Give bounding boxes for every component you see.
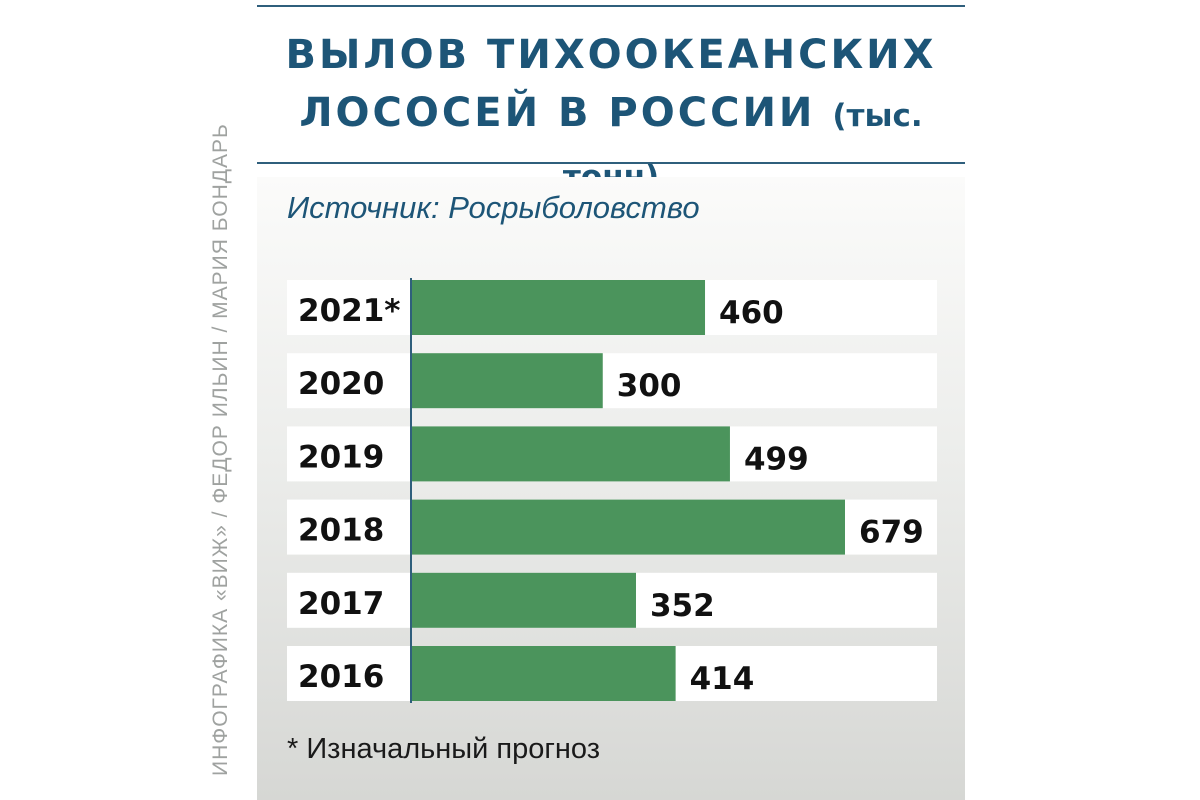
year-label: 2019 — [298, 439, 384, 475]
year-label: 2021* — [298, 293, 401, 329]
bar-2 — [411, 426, 730, 482]
footnote-text: * Изначальный прогноз — [287, 733, 601, 765]
source-text: Источник: Росрыболовство — [287, 190, 700, 225]
bar-0 — [411, 280, 706, 335]
value-label: 679 — [859, 515, 924, 551]
title-line-2-text: ЛОСОСЕЙ В РОССИИ — [299, 90, 816, 136]
bar-1 — [411, 353, 603, 409]
year-label: 2016 — [298, 659, 384, 695]
bar-3 — [411, 499, 845, 555]
value-label: 499 — [744, 441, 809, 477]
value-label: 414 — [690, 661, 755, 697]
value-label: 300 — [617, 368, 682, 404]
row-background — [287, 353, 937, 409]
year-label: 2017 — [298, 586, 384, 622]
title-line-1: ВЫЛОВ ТИХООКЕАНСКИХ — [285, 32, 937, 78]
bottom-rule — [257, 162, 965, 164]
bar-4 — [411, 572, 636, 628]
top-rule — [257, 5, 965, 7]
bar-5 — [411, 646, 676, 701]
value-label: 352 — [650, 588, 715, 624]
year-label: 2018 — [298, 513, 384, 549]
value-label: 460 — [719, 295, 784, 331]
year-label: 2020 — [298, 366, 384, 402]
